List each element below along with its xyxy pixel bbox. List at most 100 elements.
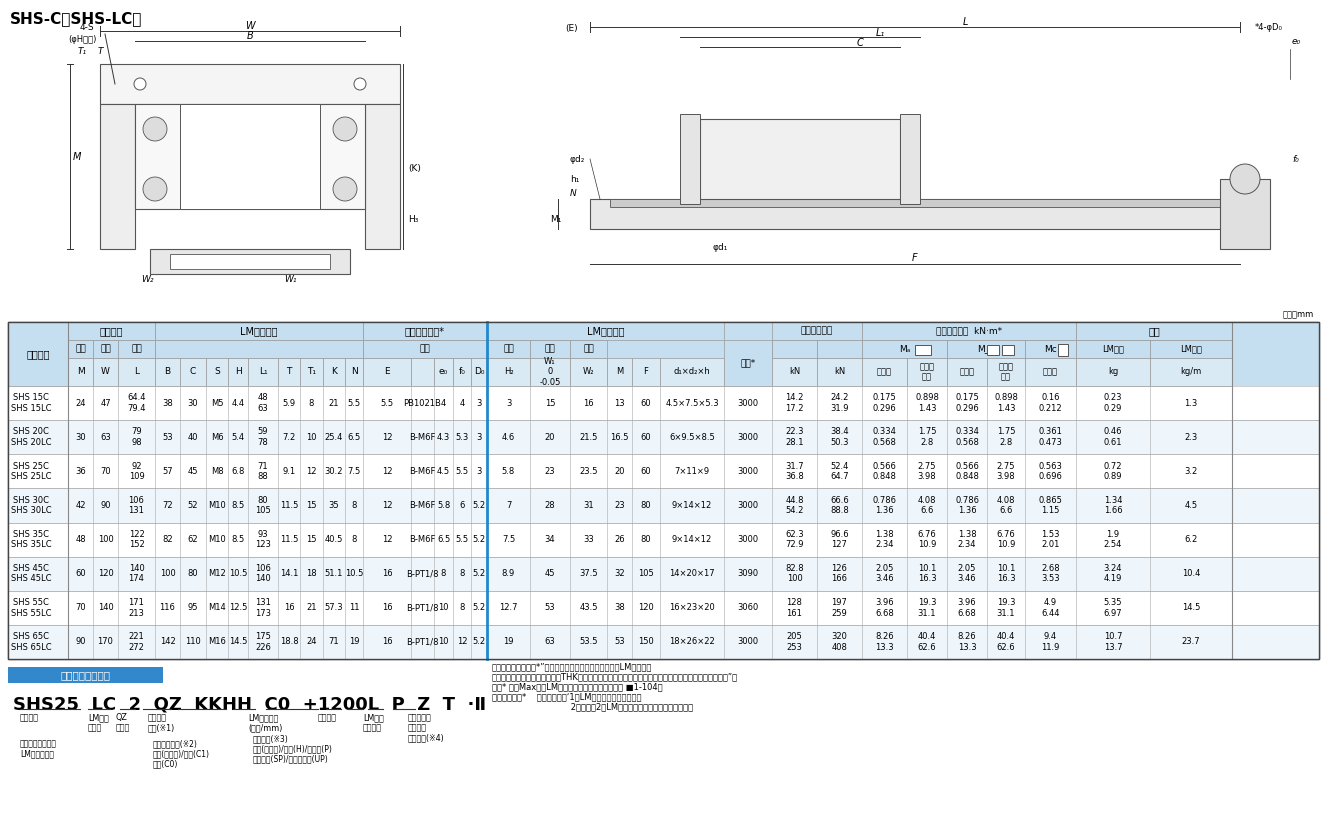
Text: 侧喷嘴备用孔*: 侧喷嘴备用孔* xyxy=(405,326,445,336)
Text: 9.4
11.9: 9.4 11.9 xyxy=(1042,632,1060,652)
Text: 150: 150 xyxy=(638,637,654,646)
Bar xyxy=(817,358,863,386)
Text: 5.8: 5.8 xyxy=(502,467,515,476)
Text: E: E xyxy=(385,368,390,377)
Text: 3000: 3000 xyxy=(738,467,759,476)
Bar xyxy=(660,358,725,386)
Text: 34: 34 xyxy=(544,535,555,544)
Text: 单滑块: 单滑块 xyxy=(1043,368,1058,377)
Bar xyxy=(150,249,350,274)
Text: 单滑块: 单滑块 xyxy=(959,368,974,377)
Text: 5.2: 5.2 xyxy=(472,535,486,544)
Bar xyxy=(68,340,93,358)
Bar xyxy=(471,358,487,386)
Bar xyxy=(8,420,1319,455)
Text: C: C xyxy=(857,38,864,48)
Text: 23: 23 xyxy=(614,501,625,510)
Text: 16: 16 xyxy=(382,569,393,578)
Text: 10.4: 10.4 xyxy=(1182,569,1200,578)
Text: 10: 10 xyxy=(307,432,317,441)
Text: 0.566
0.848: 0.566 0.848 xyxy=(955,462,979,481)
Text: 油嘴: 油嘴 xyxy=(419,345,430,354)
Text: 80: 80 xyxy=(641,501,652,510)
Text: 95: 95 xyxy=(187,604,198,613)
Bar xyxy=(1058,344,1067,356)
Text: T₁: T₁ xyxy=(307,368,316,377)
Text: 5.4: 5.4 xyxy=(231,432,244,441)
Text: F: F xyxy=(912,253,918,263)
Text: 122
152: 122 152 xyxy=(129,530,145,550)
Text: 16.5: 16.5 xyxy=(610,432,629,441)
Text: 100: 100 xyxy=(98,535,113,544)
Text: 19.3
31.1: 19.3 31.1 xyxy=(997,598,1015,618)
Text: LM滑块
的种类: LM滑块 的种类 xyxy=(88,713,109,732)
Text: 175
226: 175 226 xyxy=(255,632,271,652)
Text: kN: kN xyxy=(833,368,845,377)
Text: 171
213: 171 213 xyxy=(129,598,145,618)
Text: 0.23
0.29: 0.23 0.29 xyxy=(1104,393,1123,413)
Text: 双滑块
紧靠: 双滑块 紧靠 xyxy=(920,362,934,382)
Bar xyxy=(772,358,817,386)
Bar xyxy=(987,345,999,355)
Text: 8: 8 xyxy=(459,604,464,613)
Text: L: L xyxy=(134,368,139,377)
Bar xyxy=(8,386,1319,420)
Text: 30: 30 xyxy=(76,432,86,441)
Text: L: L xyxy=(962,17,967,27)
Text: 5.2: 5.2 xyxy=(472,637,486,646)
Text: B-M6F: B-M6F xyxy=(409,501,435,510)
Bar xyxy=(155,340,364,358)
Text: SHS 25C
SHS 25LC: SHS 25C SHS 25LC xyxy=(11,462,52,481)
Bar xyxy=(135,104,365,209)
Text: 21.5: 21.5 xyxy=(580,432,597,441)
Text: 注）偶尔喷嘴备用孔*”并未錢通，这是为了防止异物进入LM滑块内。: 注）偶尔喷嘴备用孔*”并未錢通，这是为了防止异物进入LM滑块内。 xyxy=(492,662,653,671)
Bar xyxy=(93,340,118,358)
Text: 40.5: 40.5 xyxy=(325,535,344,544)
Text: 5.5: 5.5 xyxy=(381,399,394,408)
Bar xyxy=(93,358,118,386)
Text: 4.6: 4.6 xyxy=(502,432,515,441)
Text: 8.26
13.3: 8.26 13.3 xyxy=(876,632,894,652)
Text: 20: 20 xyxy=(614,467,625,476)
Text: 31.7
36.8: 31.7 36.8 xyxy=(786,462,804,481)
Bar xyxy=(8,322,1319,659)
Text: 92
109: 92 109 xyxy=(129,462,145,481)
Text: e₀: e₀ xyxy=(1292,37,1302,46)
Text: 6×9.5×8.5: 6×9.5×8.5 xyxy=(669,432,715,441)
Text: 170: 170 xyxy=(98,637,113,646)
Bar xyxy=(8,455,1319,488)
Bar xyxy=(529,358,571,386)
Text: 116: 116 xyxy=(159,604,175,613)
Text: 0.334
0.568: 0.334 0.568 xyxy=(955,428,979,447)
Text: 5.5: 5.5 xyxy=(348,399,361,408)
Bar xyxy=(632,358,660,386)
Text: SHS 55C
SHS 55LC: SHS 55C SHS 55LC xyxy=(11,598,52,618)
Text: 静态容许力矩*    单滑块：使用‘1个LM滑块的静态容许力矩値: 静态容许力矩* 单滑块：使用‘1个LM滑块的静态容许力矩値 xyxy=(492,692,641,701)
Text: M16: M16 xyxy=(208,637,226,646)
Text: 40.4
62.6: 40.4 62.6 xyxy=(997,632,1015,652)
Text: 5.2: 5.2 xyxy=(472,604,486,613)
Text: W: W xyxy=(101,368,110,377)
Text: 10.5: 10.5 xyxy=(345,569,364,578)
Bar xyxy=(679,114,701,204)
Text: W₁: W₁ xyxy=(284,274,296,283)
Text: 6.2: 6.2 xyxy=(1185,535,1198,544)
Text: 6.5: 6.5 xyxy=(437,535,450,544)
Text: SHS-C、SHS-LC型: SHS-C、SHS-LC型 xyxy=(11,11,142,26)
Text: M12: M12 xyxy=(208,569,226,578)
Text: 7.5: 7.5 xyxy=(502,535,515,544)
Text: 1.75
2.8: 1.75 2.8 xyxy=(997,428,1015,447)
Text: 57: 57 xyxy=(162,467,173,476)
Text: 公称型号的构成例: 公称型号的构成例 xyxy=(61,670,110,680)
Text: 5.2: 5.2 xyxy=(472,501,486,510)
Bar xyxy=(1151,358,1231,386)
Text: 1.34
1.66: 1.34 1.66 xyxy=(1104,495,1123,515)
Bar xyxy=(277,358,300,386)
Text: 15: 15 xyxy=(307,501,317,510)
Text: 38: 38 xyxy=(162,399,173,408)
Circle shape xyxy=(134,78,146,90)
Text: 4.4: 4.4 xyxy=(231,399,244,408)
Text: 16: 16 xyxy=(284,604,295,613)
Text: 3000: 3000 xyxy=(738,637,759,646)
Text: 14×20×17: 14×20×17 xyxy=(669,569,715,578)
